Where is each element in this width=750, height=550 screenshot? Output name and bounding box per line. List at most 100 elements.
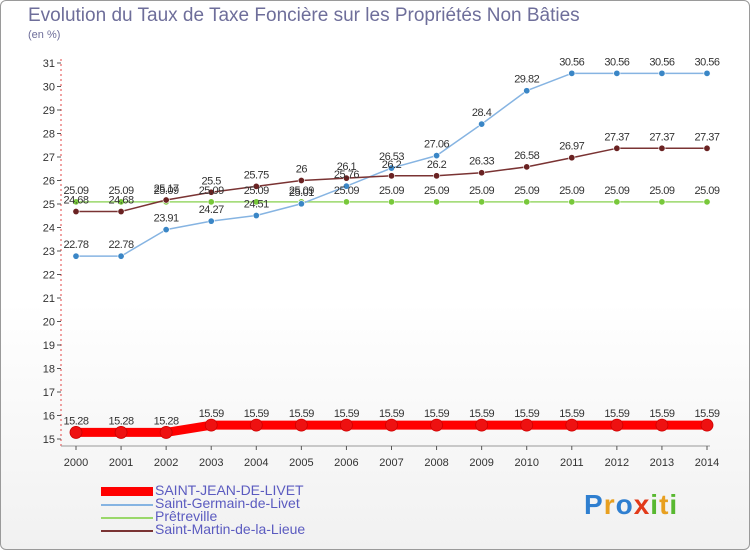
legend-label: SAINT-JEAN-DE-LIVET [155,482,304,498]
data-point [340,418,353,432]
data-point [523,87,531,95]
data-point [478,120,486,128]
data-label: 26.53 [379,151,404,163]
data-point [387,164,395,172]
data-label: 26.2 [382,159,402,171]
x-tick-label: 2008 [424,457,448,469]
data-label: 15.59 [469,408,494,420]
data-label: 15.28 [109,415,134,427]
data-label: 15.28 [154,415,179,427]
data-point [117,208,125,216]
data-point [387,172,395,180]
x-tick-label: 2010 [514,457,538,469]
data-point [613,144,621,152]
data-point [475,418,489,432]
data-label: 25.09 [244,185,269,197]
data-point [613,69,621,77]
x-tick-label: 2003 [199,457,223,469]
data-label: 24.27 [199,204,224,216]
x-tick-label: 2000 [64,457,88,469]
legend-swatch [101,487,153,496]
data-label: 25.5 [202,175,222,187]
data-point [565,418,579,432]
data-point [207,217,215,225]
x-tick-label: 2001 [109,457,133,469]
data-point [117,252,125,260]
y-tick-label: 25 [43,199,55,211]
data-point [568,198,576,206]
data-point [523,198,531,206]
x-tick-label: 2014 [695,457,719,469]
data-point [297,177,305,185]
data-label: 30.56 [694,56,719,68]
data-label: 15.59 [604,408,629,420]
data-point [72,208,80,216]
legend-label: Prêtreville [155,508,218,524]
y-tick-label: 21 [43,293,55,305]
data-label: 25.09 [694,185,719,197]
data-point [114,426,128,439]
data-point [204,418,218,432]
data-label: 25.76 [334,169,359,181]
data-point [249,418,263,432]
data-label: 26.1 [337,161,357,173]
data-label: 25.09 [334,185,359,197]
y-tick-label: 30 [43,82,55,94]
data-label: 25.09 [649,185,674,197]
data-point [162,196,170,204]
x-tick-label: 2009 [469,457,493,469]
data-point [252,198,260,206]
data-point [387,198,395,206]
data-label: 15.59 [199,408,224,420]
data-point [385,418,398,432]
data-label: 25.09 [424,185,449,197]
data-point [72,252,80,260]
legend-label: Saint-Germain-de-Livet [155,495,300,511]
data-point [523,163,531,171]
data-label: 25.09 [199,185,224,197]
y-tick-label: 24 [43,223,55,235]
y-tick-label: 26 [43,176,55,188]
y-tick-label: 20 [43,317,55,329]
legend-swatch [101,504,153,506]
data-label: 25.09 [604,185,629,197]
data-point [703,69,711,77]
data-label: 15.59 [424,408,449,420]
data-label: 15.59 [334,408,359,420]
data-label: 25.09 [514,185,539,197]
data-point [703,144,711,152]
x-tick-label: 2012 [605,457,629,469]
data-label: 15.59 [244,408,269,420]
data-point [252,212,260,220]
data-point [252,182,260,190]
data-point [700,418,714,432]
y-tick-label: 29 [43,105,55,117]
data-label: 29.82 [514,74,539,86]
data-label: 25.09 [289,185,314,197]
data-label: 25.01 [289,187,314,199]
chart-unit-label: (en %) [28,29,61,41]
y-tick-label: 17 [43,387,55,399]
data-point [72,198,80,206]
y-tick-label: 28 [43,129,55,141]
data-label: 15.59 [694,408,719,420]
y-tick-label: 18 [43,364,55,376]
data-label: 24.68 [109,195,134,207]
data-point [342,174,350,182]
data-label: 15.59 [559,408,584,420]
x-tick-label: 2004 [244,457,268,469]
data-point [207,198,215,206]
data-point [433,198,441,206]
data-point [69,426,83,439]
data-point [430,418,443,432]
data-label: 26 [296,164,308,176]
data-label: 27.06 [424,139,449,151]
legend-label: Saint-Martin-de-la-Lieue [155,521,306,537]
legend-swatch [101,517,153,519]
data-label: 24.51 [244,199,269,211]
data-point [162,226,170,234]
data-label: 27.37 [649,131,674,143]
data-label: 27.37 [604,131,629,143]
data-label: 15.59 [649,408,674,420]
